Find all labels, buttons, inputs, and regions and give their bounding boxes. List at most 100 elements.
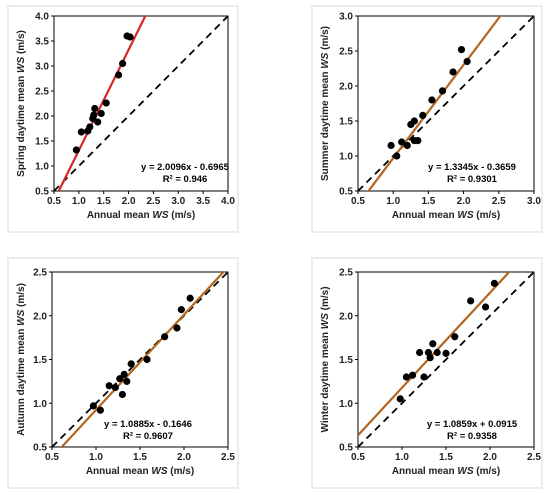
y-tick-label: 0.5 (35, 187, 49, 198)
x-tick-label: 3.5 (196, 196, 210, 207)
data-point (403, 141, 411, 150)
panel-summer: 0.5 1.0 1.5 2.0 2.5 3.0 0.5 1.0 1.5 2.0 2.5 3.0 Annu… (311, 5, 543, 233)
y-tick-label: 1.5 (339, 117, 353, 128)
data-point (467, 297, 475, 305)
data-point (123, 377, 131, 385)
y-tick-label: 2.0 (339, 82, 353, 93)
data-point (398, 138, 406, 146)
y-tick-label: 0.5 (33, 443, 47, 454)
data-point (105, 382, 113, 390)
one-to-one-line (358, 16, 534, 191)
data-point (72, 146, 80, 154)
y-tick-label: 2.5 (339, 268, 353, 279)
x-tick-label: 2.0 (483, 452, 497, 463)
x-tick-label: 2.5 (146, 196, 160, 207)
r-squared-label: R² = 0.9358 (447, 431, 497, 442)
data-point (173, 324, 181, 332)
data-point (482, 303, 490, 311)
y-axis-label: Winter daytime mean WS (m/s) (320, 286, 331, 432)
data-point (116, 375, 124, 383)
y-tick-label: 0.5 (339, 187, 353, 198)
data-point (414, 137, 422, 145)
x-tick-label: 1.0 (72, 196, 86, 207)
data-point (420, 373, 428, 381)
one-to-one-line (52, 272, 228, 447)
data-point (97, 109, 105, 118)
data-point (410, 117, 418, 125)
y-tick-label: 1.5 (33, 355, 47, 366)
y-tick-label: 1.5 (35, 137, 49, 148)
y-axis-label: Summer daytime mean WS (m/s) (320, 26, 331, 181)
y-tick-label: 2.5 (33, 268, 47, 279)
y-tick-label: 1.0 (35, 162, 49, 173)
plot-content (52, 272, 228, 447)
x-axis-label: Annual mean WS (m/s) (392, 466, 500, 477)
plot-content (358, 16, 534, 191)
data-point (429, 340, 437, 348)
regression-line (60, 272, 225, 447)
plot-content (358, 272, 534, 447)
data-point (111, 383, 119, 392)
x-tick-label: 0.5 (351, 452, 365, 463)
y-tick-label: 1.5 (339, 355, 353, 366)
data-point (86, 123, 94, 131)
plot-area (357, 15, 535, 192)
data-point (428, 96, 436, 104)
panel-frame (311, 5, 543, 233)
y-tick-label: 2.0 (339, 311, 353, 322)
data-point (96, 406, 104, 414)
x-tick-label: 3.0 (527, 196, 541, 207)
data-point (449, 68, 457, 76)
regression-equation: y = 1.3345x - 0.3659 (428, 162, 516, 173)
data-point (463, 57, 471, 66)
data-point (393, 152, 401, 160)
panel-winter: 0.5 1.0 1.5 2.0 2.5 0.5 1.0 1.5 2.0 2.5 Annual mea… (311, 257, 543, 489)
data-point (451, 333, 459, 341)
r-squared-label: R² = 0.9301 (447, 174, 498, 185)
plot-area (53, 15, 229, 192)
data-point (490, 279, 498, 287)
x-axis-label: Annual mean WS (m/s) (86, 466, 194, 477)
y-tick-label: 1.0 (33, 399, 47, 410)
plot-content (54, 16, 228, 191)
data-point (115, 71, 123, 79)
data-point (442, 349, 450, 357)
data-point (77, 128, 85, 136)
x-tick-label: 2.0 (122, 196, 136, 207)
x-tick-label: 1.5 (439, 452, 453, 463)
data-point (90, 111, 98, 119)
x-tick-label: 1.5 (421, 196, 435, 207)
data-point (433, 348, 441, 357)
y-tick-label: 4.0 (35, 12, 49, 23)
regression-line (57, 16, 147, 191)
y-tick-label: 1.0 (339, 152, 353, 163)
data-point (419, 111, 427, 119)
data-point (118, 390, 126, 399)
one-to-one-line (358, 272, 534, 447)
data-point (438, 87, 447, 95)
y-tick-label: 2.5 (35, 87, 49, 98)
x-tick-label: 1.5 (133, 452, 147, 463)
r-squared-label: R² = 0.9607 (123, 431, 173, 442)
data-point (408, 371, 417, 379)
one-to-one-line (54, 16, 228, 191)
x-tick-label: 0.5 (45, 452, 59, 463)
data-point (127, 360, 135, 368)
data-point (387, 141, 395, 150)
x-tick-label: 2.5 (527, 452, 541, 463)
x-tick-label: 4.0 (221, 196, 235, 207)
data-point (186, 294, 194, 302)
data-point (120, 370, 128, 378)
x-tick-label: 1.0 (395, 452, 409, 463)
y-axis-label: Spring daytime mean WS (m/s) (16, 30, 27, 177)
regression-line (358, 272, 511, 436)
data-point (126, 33, 134, 41)
r-squared-label: R² = 0.946 (163, 174, 208, 185)
data-point (426, 354, 434, 362)
y-tick-label: 2.0 (35, 112, 49, 123)
x-tick-label: 3.0 (171, 196, 185, 207)
panel-spring: 0.5 1.0 1.5 2.0 2.5 3.0 3.5 4.0 0.5 1.0 1.5 2.0 2.5 3… (7, 5, 239, 233)
data-point (161, 333, 169, 341)
